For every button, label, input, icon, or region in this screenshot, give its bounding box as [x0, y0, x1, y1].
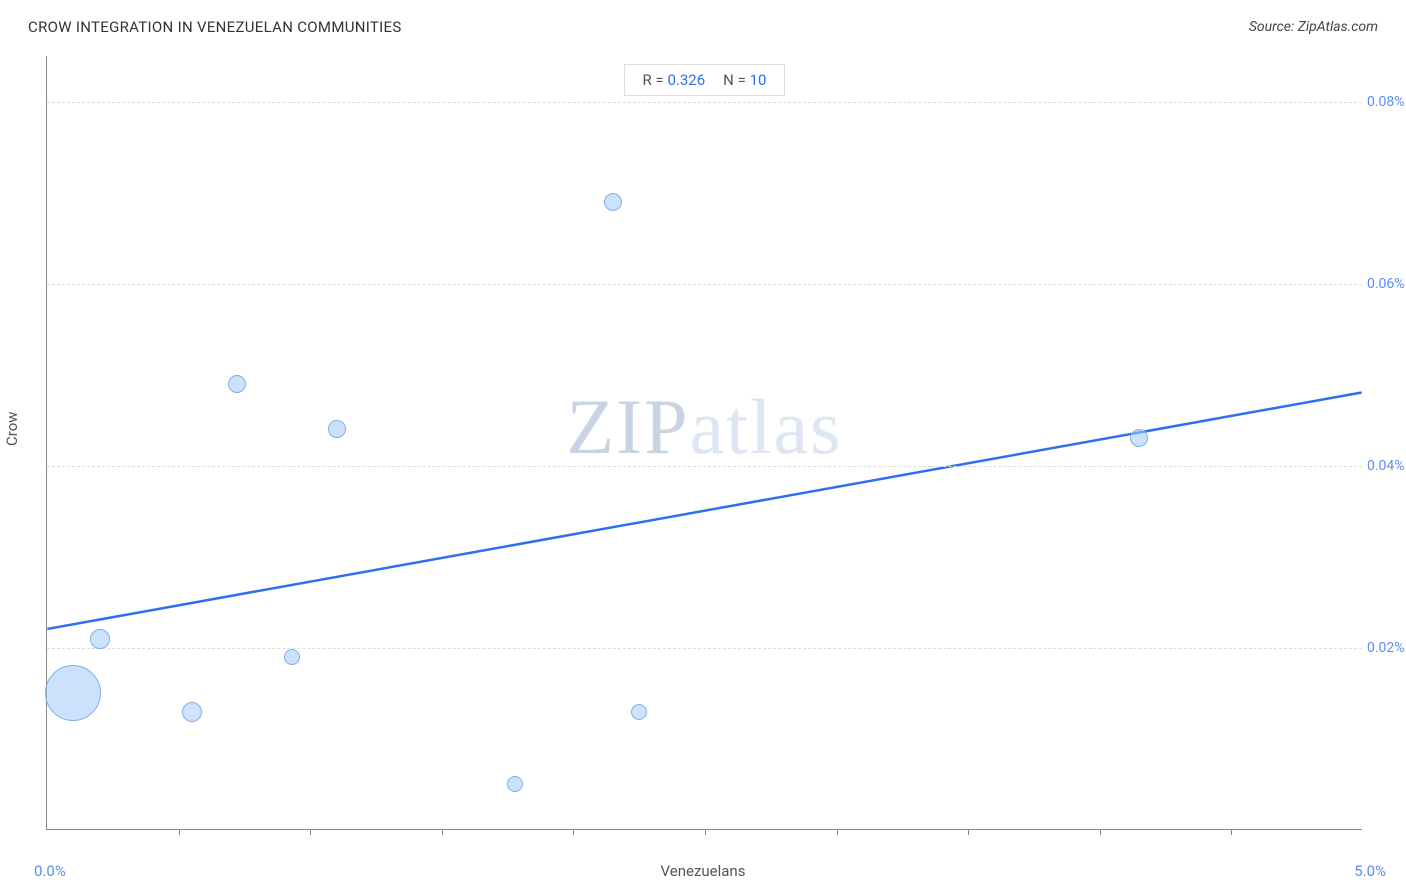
y-axis-label: Crow	[3, 411, 21, 446]
x-tick	[310, 829, 311, 835]
x-tick	[179, 829, 180, 835]
header: CROW INTEGRATION IN VENEZUELAN COMMUNITI…	[0, 0, 1406, 44]
data-point	[182, 702, 202, 722]
gridline	[47, 466, 1362, 467]
x-tick	[705, 829, 706, 835]
y-tick-label: 0.08%	[1367, 94, 1406, 110]
r-stat: R = 0.326	[643, 71, 706, 89]
x-max-label: 5.0%	[1354, 862, 1386, 880]
y-tick-label: 0.04%	[1367, 458, 1406, 474]
x-min-label: 0.0%	[34, 862, 66, 880]
trendline	[47, 56, 1362, 829]
y-tick-label: 0.02%	[1367, 640, 1406, 656]
data-point	[90, 629, 110, 649]
data-point	[45, 665, 101, 721]
data-point	[507, 776, 523, 792]
stats-box: R = 0.326 N = 10	[624, 64, 786, 96]
x-tick	[1100, 829, 1101, 835]
data-point	[631, 704, 647, 720]
gridline	[47, 284, 1362, 285]
source-label: Source: ZipAtlas.com	[1249, 19, 1378, 35]
gridline	[47, 102, 1362, 103]
data-point	[328, 420, 346, 438]
chart-plot-area: R = 0.326 N = 10 ZIPatlas 0.02%0.04%0.06…	[46, 56, 1362, 830]
x-tick	[968, 829, 969, 835]
watermark: ZIPatlas	[567, 382, 843, 472]
n-stat: N = 10	[723, 71, 766, 89]
x-tick	[837, 829, 838, 835]
gridline	[47, 648, 1362, 649]
x-tick	[573, 829, 574, 835]
data-point	[1130, 429, 1148, 447]
x-axis-label: Venezuelans	[661, 862, 746, 880]
data-point	[228, 375, 246, 393]
x-tick	[1231, 829, 1232, 835]
x-tick	[442, 829, 443, 835]
data-point	[604, 193, 622, 211]
data-point	[284, 649, 300, 665]
y-tick-label: 0.06%	[1367, 276, 1406, 292]
chart-title: CROW INTEGRATION IN VENEZUELAN COMMUNITI…	[28, 18, 402, 36]
